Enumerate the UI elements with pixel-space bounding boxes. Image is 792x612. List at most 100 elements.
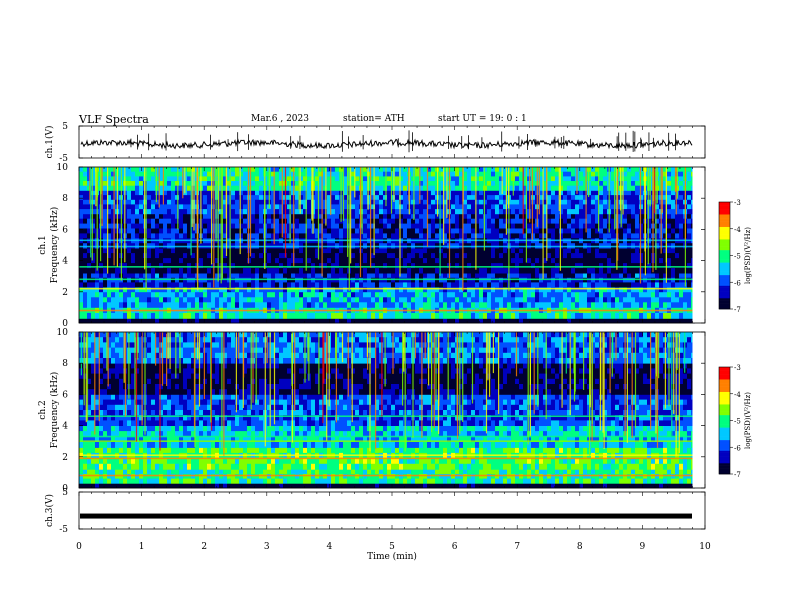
spectrogram-cell <box>259 282 263 288</box>
spectrogram-cell <box>491 292 495 298</box>
spectrogram-cell <box>563 171 567 177</box>
spectrogram-cell <box>567 273 571 279</box>
spectrogram-cell <box>271 204 275 210</box>
spectrogram-cell <box>375 248 379 254</box>
spectrogram-cell <box>475 204 479 210</box>
spectrogram-cell <box>571 253 575 259</box>
spectrogram-cell <box>87 167 91 173</box>
spectrogram-cell <box>375 199 379 205</box>
spectrogram-cell <box>499 282 503 288</box>
spectrogram-cell <box>379 312 383 319</box>
spectrogram-cell <box>567 282 571 288</box>
spectrogram-cell <box>631 282 635 288</box>
spectrogram-cell <box>207 176 211 182</box>
spectrogram-cell <box>635 213 639 220</box>
spectrogram-cell <box>663 302 667 308</box>
spectrogram-cell <box>371 228 375 234</box>
spectrogram-cell <box>383 190 387 196</box>
spectrogram-cell <box>223 287 227 293</box>
spectrogram-cell <box>307 171 311 177</box>
spectrogram-cell <box>443 176 447 182</box>
spectrogram-cell <box>431 302 435 308</box>
spectrogram-cell <box>155 273 159 279</box>
spectrogram-cell <box>415 233 419 239</box>
spectrogram-cell <box>627 258 631 264</box>
spectrogram-cell <box>135 181 139 187</box>
spectrogram-cell <box>659 297 663 303</box>
spectrogram-cell <box>551 268 555 274</box>
spectrogram-cell <box>619 292 623 298</box>
spectrogram-cell <box>475 218 479 224</box>
spectrogram-cell <box>179 204 183 210</box>
spectrogram-cell <box>635 277 639 283</box>
spectrogram-cell <box>467 195 471 201</box>
spectrogram-cell <box>315 195 319 201</box>
spectrogram-cell <box>227 273 231 279</box>
spectrogram-cell <box>367 181 371 187</box>
spectrogram-cell <box>579 204 583 210</box>
spectrogram-cell <box>427 171 431 177</box>
spectrogram-cell <box>631 258 635 264</box>
spectrogram-cell <box>531 302 535 308</box>
spectrogram-cell <box>459 277 463 283</box>
spectrogram-cell <box>459 233 463 239</box>
spectrogram-cell <box>383 223 387 229</box>
spectrogram-cell <box>391 302 395 308</box>
spectrogram-cell <box>379 302 383 308</box>
spectrogram-cell <box>299 233 303 239</box>
spectrogram-cell <box>79 223 83 229</box>
spectrogram-cell <box>579 233 583 239</box>
spectrogram-cell <box>459 181 463 187</box>
spectrogram-cell <box>471 248 475 254</box>
spectrogram-cell <box>655 223 659 229</box>
spectrogram-cell <box>239 171 243 177</box>
spectrogram-cell <box>87 185 91 191</box>
spectrogram-cell <box>235 297 239 303</box>
spectrogram-cell <box>179 185 183 191</box>
spectrogram-cell <box>91 218 95 224</box>
spectrogram-cell <box>423 253 427 259</box>
spectrogram-cell <box>683 318 687 324</box>
spectrogram-cell <box>467 228 471 234</box>
spectrogram-cell <box>195 312 199 319</box>
spectrogram-cell <box>459 258 463 264</box>
spectrogram-cell <box>355 204 359 210</box>
spectrogram-cell <box>191 167 195 173</box>
spectrogram-cell <box>171 167 175 173</box>
spectrogram-cell <box>355 223 359 229</box>
spectrogram-cell <box>535 253 539 259</box>
spectrogram-cell <box>87 190 91 196</box>
spectrogram-cell <box>523 185 527 191</box>
spectrogram-cell <box>663 213 667 220</box>
spectrogram-cell <box>635 318 639 324</box>
spectrogram-cell <box>671 171 675 177</box>
spectrogram-cell <box>623 273 627 279</box>
spectrogram-cell <box>79 273 83 279</box>
spectrogram-cell <box>423 190 427 196</box>
spectrogram-cell <box>275 318 279 324</box>
spectrogram-cell <box>235 273 239 279</box>
spectrogram-cell <box>495 312 499 319</box>
spectrogram-cell <box>411 282 415 288</box>
spectrogram-cell <box>255 204 259 210</box>
spectrogram-cell <box>91 181 95 187</box>
spectrogram-cell <box>527 263 531 269</box>
spectrogram-cell <box>387 302 391 308</box>
spectrogram-cell <box>471 204 475 210</box>
spectrogram-cell <box>503 282 507 288</box>
spectrogram-cell <box>319 312 323 319</box>
spectrogram-cell <box>123 282 127 288</box>
spectrogram-cell <box>479 167 483 173</box>
spectrogram-cell <box>279 273 283 279</box>
spectrogram-cell <box>351 167 355 173</box>
spectrogram-cell <box>423 228 427 234</box>
spectrogram-cell <box>183 263 187 269</box>
spectrogram-cell <box>427 258 431 264</box>
spectrogram-cell <box>203 181 207 187</box>
spectrogram-cell <box>539 218 543 224</box>
spectrogram-cell <box>427 233 431 239</box>
spectrogram-cell <box>407 277 411 283</box>
spectrogram-cell <box>531 253 535 259</box>
spectrogram-cell <box>223 268 227 274</box>
spectrogram-cell <box>603 213 607 220</box>
